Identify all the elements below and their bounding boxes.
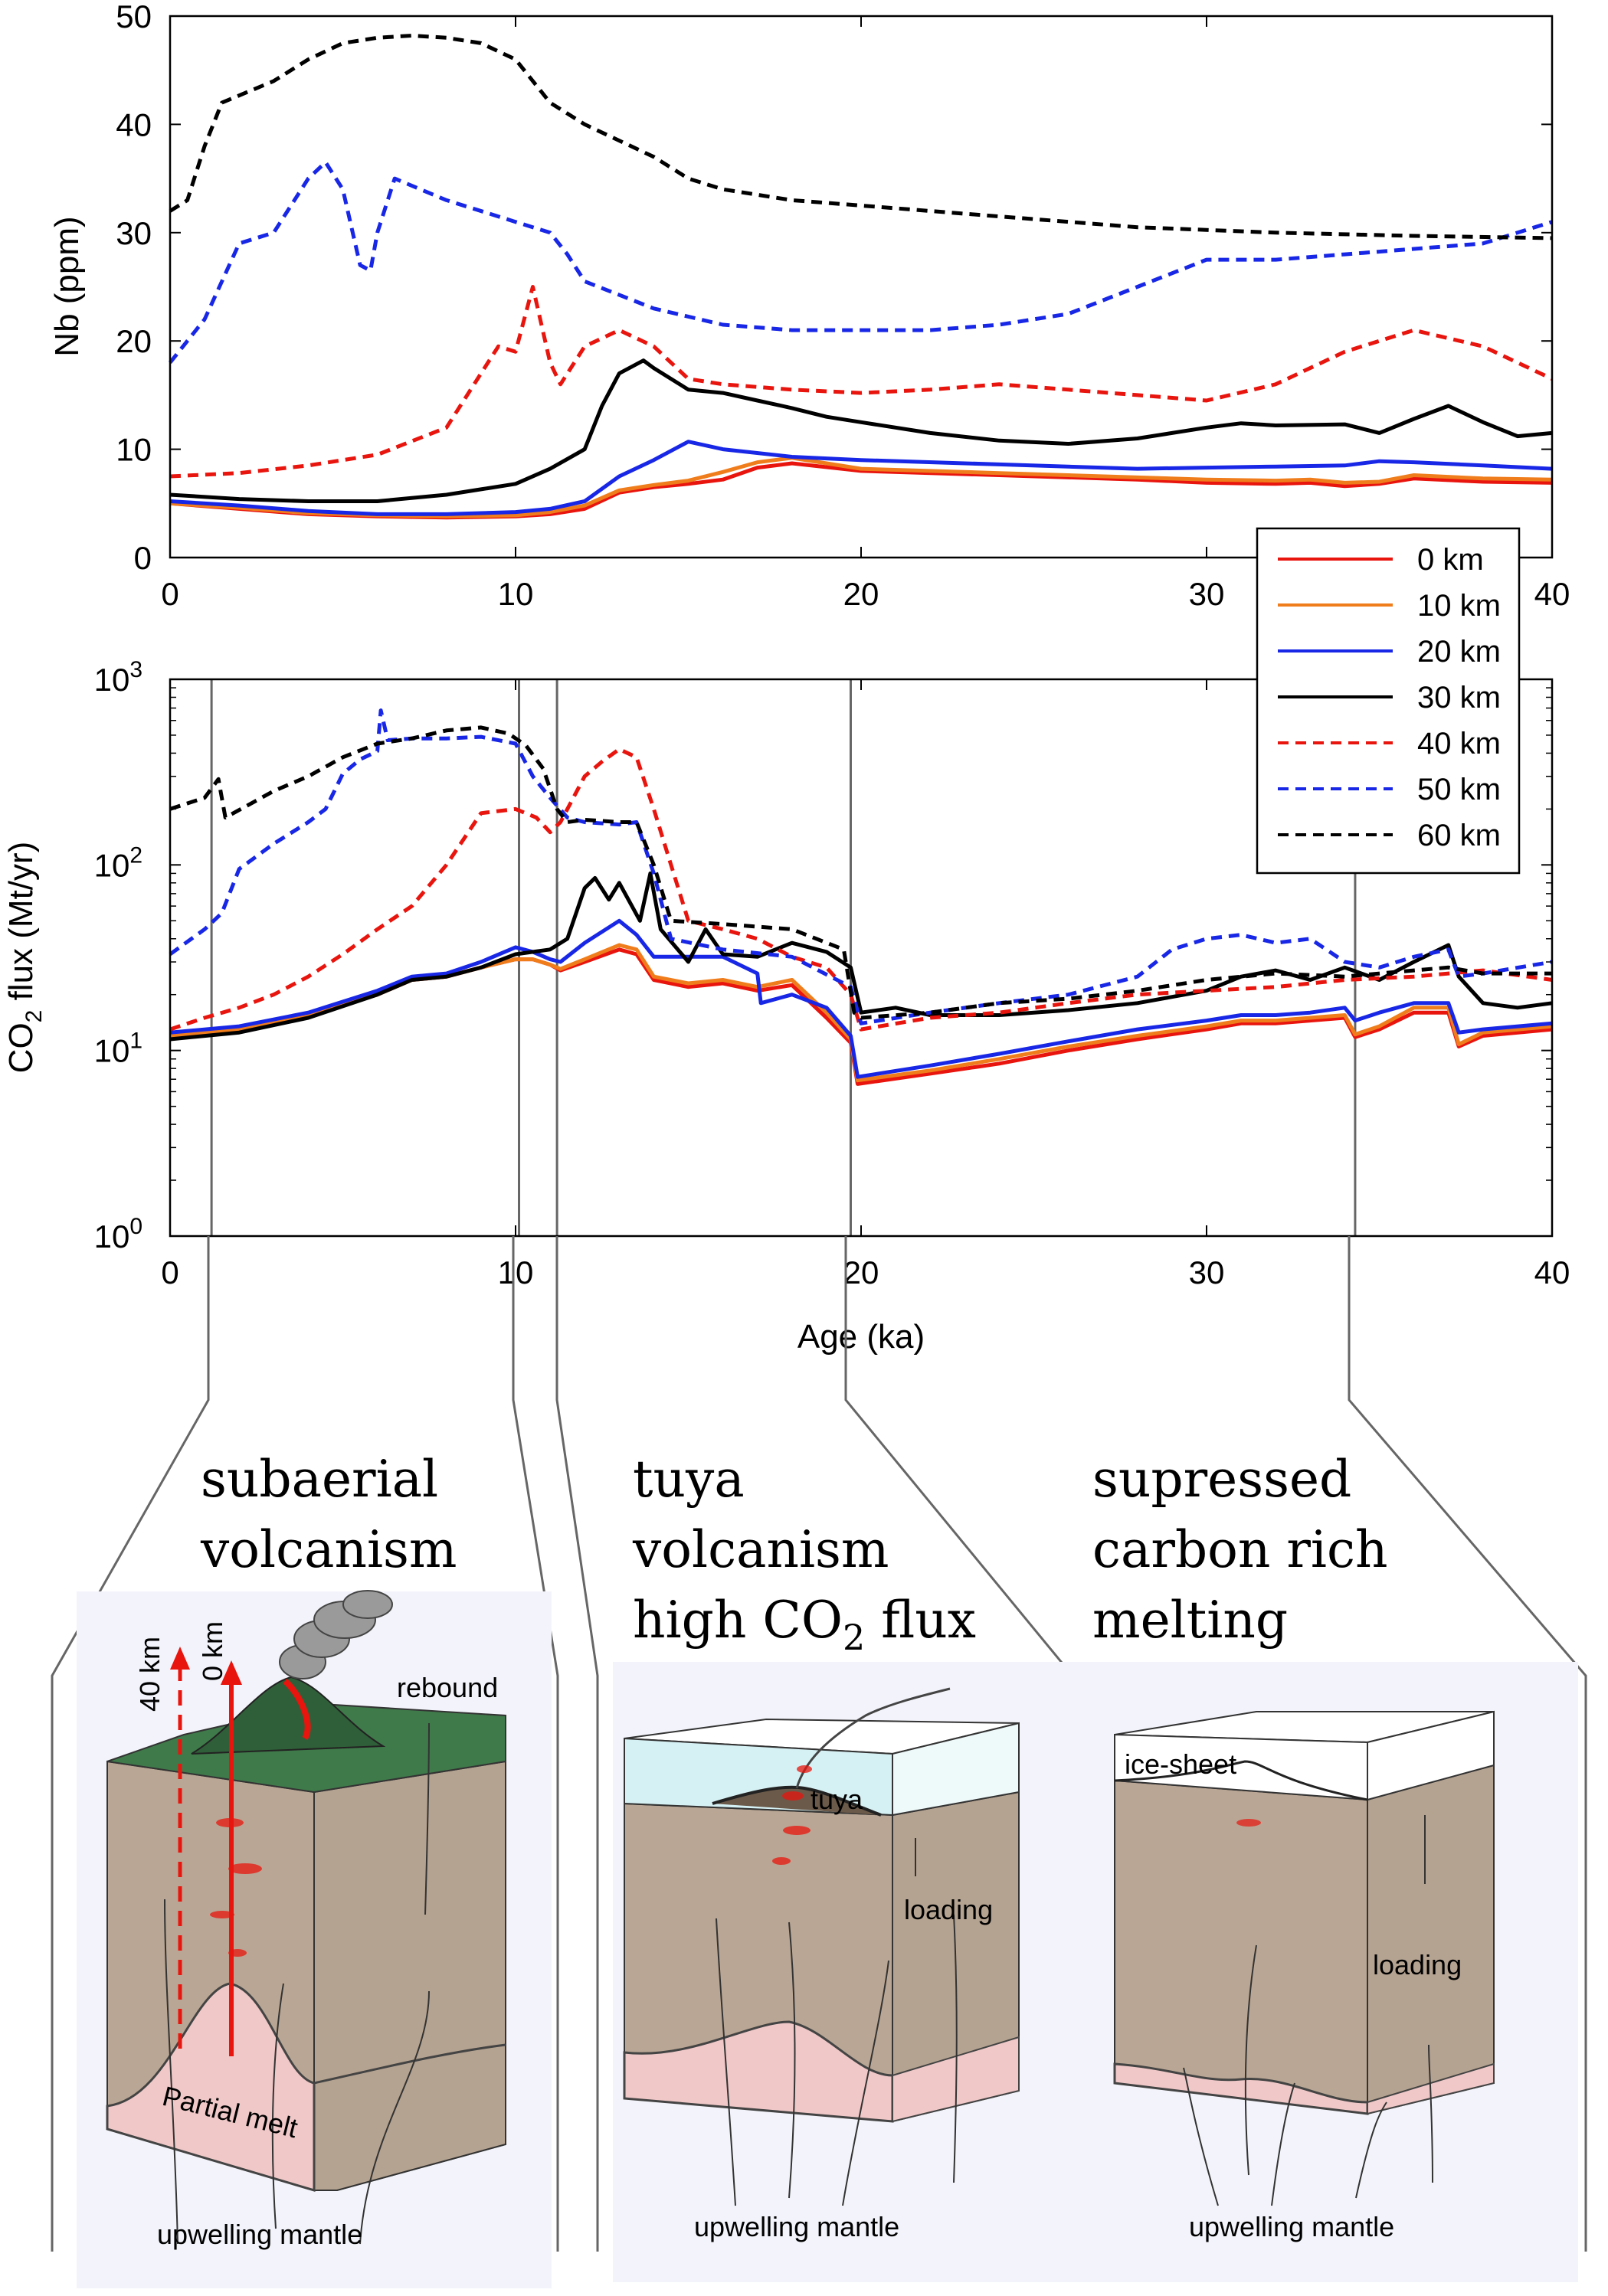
legend-label-0-km: 0 km	[1417, 543, 1484, 577]
co2-series-group	[169, 708, 1553, 1086]
legend-label-60-km: 60 km	[1417, 819, 1501, 852]
nb-series-20-km	[169, 440, 1553, 516]
co2-ytick-label: 100	[94, 1214, 142, 1254]
legend-box	[1256, 527, 1521, 875]
panel1-title-line2: volcanism	[200, 1520, 457, 1579]
co2-ytick-label: 101	[94, 1029, 142, 1069]
legend-label-10-km: 10 km	[1417, 589, 1501, 623]
panel2-title-line1: tuya	[633, 1450, 745, 1509]
sketch1-40km-label: 40 km	[134, 1637, 165, 1712]
sketch2-magma-blobs	[772, 1765, 812, 1865]
co2-series-60-km	[169, 725, 1552, 1020]
legend-label-20-km: 20 km	[1417, 635, 1501, 669]
sketch1-upwelling-arrows	[164, 1722, 430, 2245]
nb-series-60-km	[169, 34, 1553, 240]
panel3-title-line3: melting	[1092, 1591, 1288, 1650]
sketch2-tuya-label: tuya	[811, 1784, 863, 1815]
sketch-tuya-volcanism: tuya loading upwelling mantle	[613, 1662, 1088, 2282]
nb-series-0-km	[169, 461, 1553, 520]
sketch3-surface-bump	[1114, 1760, 1368, 1801]
panel1-title-line1: subaerial	[201, 1450, 438, 1509]
sketch2-ice-side	[892, 1722, 1020, 1817]
nb-ticks: 0 10 20 30 40 0 10 20 30 40 50	[116, 0, 1570, 612]
legend: 0 km 10 km 20 km 30 km 40 km 50 km 60 km	[1256, 527, 1521, 875]
sketch3-block-side	[1367, 1764, 1495, 2115]
sketch-suppressed-melting: ice-sheet loading upwelling mantle	[1080, 1662, 1578, 2282]
nb-series-40-km	[169, 285, 1554, 479]
nb-ytick-label: 30	[116, 215, 152, 251]
panel2-title-line2: volcanism	[632, 1520, 889, 1579]
co2-series-30-km	[169, 871, 1553, 1042]
panel-titles: subaerial volcanism tuya volcanism high …	[200, 1450, 1387, 1658]
sketch3-magma-blob	[1236, 1819, 1261, 1827]
sketch1-0km-label: 0 km	[197, 1621, 228, 1681]
sketch3-loading-label: loading	[1373, 1949, 1462, 1980]
legend-label-50-km: 50 km	[1417, 773, 1501, 806]
nb-xtick-label: 20	[843, 576, 879, 612]
co2-ticks: 0 10 20 30 40 100 101 102 103	[94, 657, 1570, 1290]
co2-ytick-label: 103	[94, 657, 142, 698]
nb-series-group	[169, 34, 1554, 520]
sketch3-upwelling-arrows	[1183, 1815, 1433, 2206]
sketch3-upwelling-label: upwelling mantle	[1189, 2211, 1394, 2242]
sketch-subaerial-volcanism: 40 km 0 km rebound Partial melt upwellin…	[77, 1590, 552, 2288]
legend-label-40-km: 40 km	[1417, 727, 1501, 760]
nb-series-10-km	[169, 456, 1553, 518]
nb-ytick-label: 50	[116, 0, 152, 34]
nb-xtick-label: 30	[1189, 576, 1225, 612]
co2-series-40-km	[169, 747, 1553, 1032]
sketch1-eruption-plume	[279, 1590, 393, 1679]
sketch3-ice-sheet-label: ice-sheet	[1125, 1748, 1236, 1780]
nb-ylabel: Nb (ppm)	[48, 216, 86, 356]
sketch2-loading-label: loading	[904, 1894, 993, 1925]
sketch1-0km-arrowhead	[221, 1660, 242, 1685]
sketch1-melt-boundary-side	[313, 2043, 506, 2085]
nb-ytick-label: 20	[116, 323, 152, 359]
co2-series-20-km	[169, 918, 1553, 1079]
co2-xtick-label: 0	[161, 1254, 178, 1290]
nb-ytick-label: 10	[116, 432, 152, 468]
age-marker-lines	[210, 679, 1357, 1236]
sketch3-ice-side	[1367, 1710, 1495, 1801]
co2-ylabel: CO2 flux (Mt/yr)	[2, 842, 47, 1074]
nb-xtick-label: 40	[1534, 576, 1570, 612]
co2-ytick-label: 102	[94, 842, 142, 883]
panel3-title-line2: carbon rich	[1092, 1520, 1387, 1579]
sketch1-lava-vent	[283, 1678, 311, 1741]
sketch1-40km-arrowhead	[170, 1647, 190, 1670]
panel3-title-line1: supressed	[1092, 1450, 1351, 1509]
nb-chart: 0 10 20 30 40 0 10 20 30 40 50 Nb (ppm)	[48, 0, 1570, 612]
sketch2-upwelling-arrows	[716, 1838, 958, 2206]
sketch3-block-front	[1114, 1779, 1368, 2115]
nb-xtick-label: 10	[498, 576, 534, 612]
legend-label-30-km: 30 km	[1417, 681, 1501, 715]
nb-xtick-label: 0	[161, 576, 178, 612]
nb-plot-frame	[169, 15, 1554, 559]
sketch2-melt-layer-front	[623, 2020, 894, 2123]
sketch1-block-side	[313, 1760, 506, 2191]
nb-series-50-km	[169, 160, 1553, 365]
sketch1-rebound-label: rebound	[397, 1672, 498, 1703]
nb-ytick-label: 40	[116, 106, 152, 142]
sketch1-upwelling-label: upwelling mantle	[157, 2219, 362, 2250]
co2-xlabel: Age (ka)	[797, 1318, 925, 1356]
co2-xtick-label: 20	[843, 1254, 879, 1290]
sketch2-upwelling-label: upwelling mantle	[694, 2211, 899, 2242]
co2-xtick-label: 40	[1534, 1254, 1570, 1290]
co2-xtick-label: 30	[1189, 1254, 1225, 1290]
co2-xtick-label: 10	[498, 1254, 534, 1290]
co2-chart: 0 10 20 30 40 100 101 102 103 CO2 flux (Mt/yr) A…	[2, 657, 1570, 1356]
nb-ytick-label: 0	[134, 540, 152, 576]
sketch2-tuya-edifice	[712, 1785, 882, 1817]
panel2-title-line3: high CO2 flux	[633, 1591, 976, 1658]
nb-series-30-km	[169, 358, 1553, 503]
